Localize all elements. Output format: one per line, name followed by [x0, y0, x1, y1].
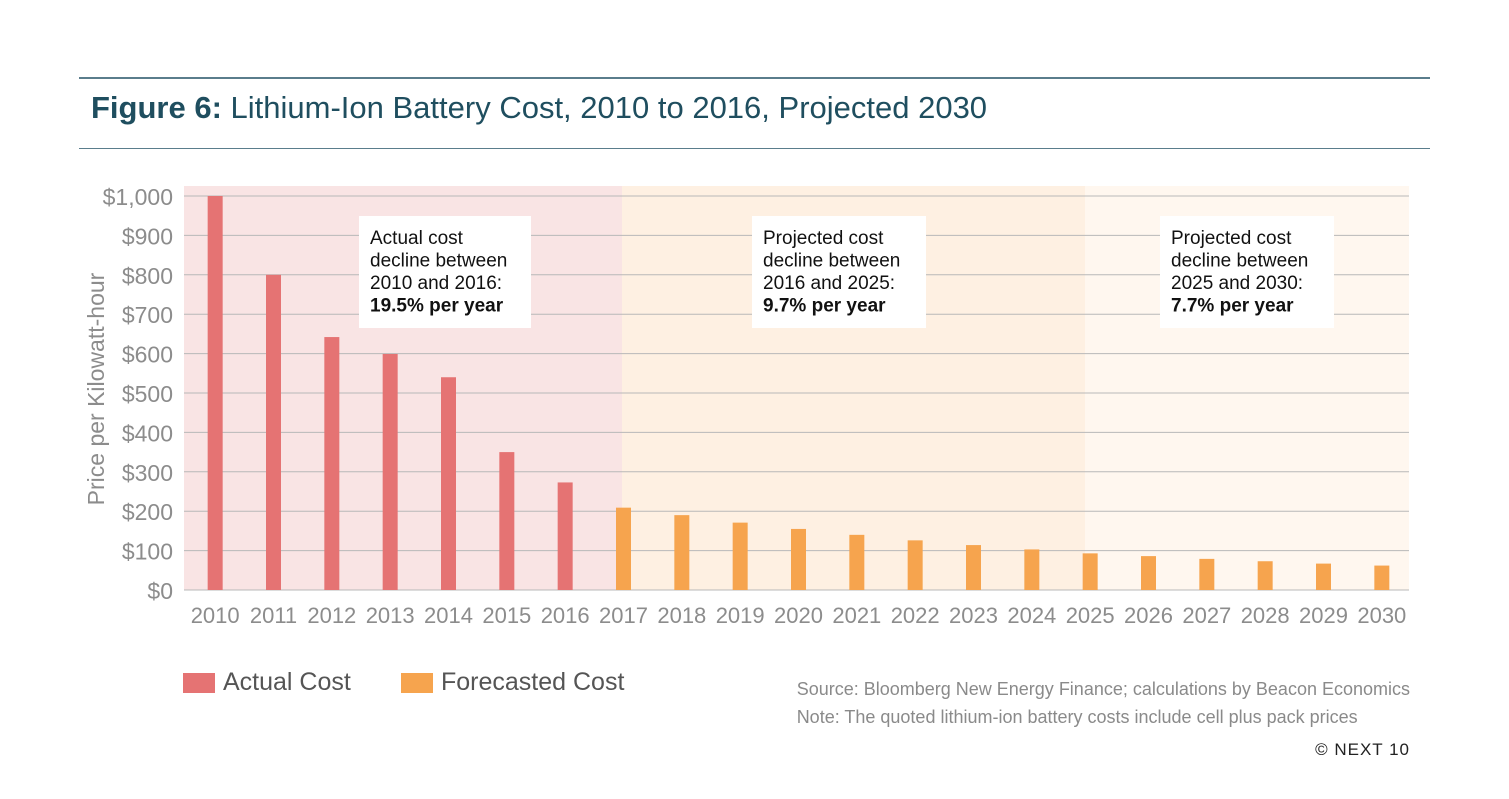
bar-actual [266, 274, 281, 590]
annotation-text: decline between [1171, 251, 1308, 272]
y-tick-label: $1,000 [103, 184, 173, 210]
bar-forecast [1024, 549, 1040, 590]
y-tick-label: $900 [122, 223, 173, 249]
y-tick-label: $700 [122, 302, 173, 328]
annotation-text: 2010 and 2016: [370, 273, 502, 294]
bar-actual [557, 482, 573, 590]
title-rule-bottom [79, 148, 1430, 149]
y-tick-label: $200 [122, 499, 173, 525]
legend-forecast: Forecasted Cost [401, 668, 624, 697]
figure-title: Figure 6: Lithium-Ion Battery Cost, 2010… [91, 90, 987, 126]
bar-forecast [616, 507, 631, 590]
x-tick-label: 2018 [657, 603, 706, 628]
bar-forecast [1141, 556, 1156, 590]
bar-forecast [1082, 553, 1098, 590]
annotation-text: 2016 and 2025: [763, 273, 895, 294]
y-tick-label: $300 [122, 460, 173, 486]
x-tick-label: 2026 [1124, 603, 1173, 628]
x-tick-label: 2019 [716, 603, 765, 628]
bar-forecast [1374, 565, 1390, 590]
bar-actual [499, 452, 515, 590]
bar-forecast [849, 534, 865, 590]
x-tick-label: 2029 [1299, 603, 1348, 628]
y-tick-label: $100 [122, 539, 173, 565]
annotation-rate: 19.5% per year [370, 296, 504, 317]
x-tick-label: 2027 [1182, 603, 1231, 628]
x-tick-label: 2020 [774, 603, 823, 628]
annotation-text: Actual cost [370, 228, 464, 249]
legend-actual: Actual Cost [183, 668, 351, 697]
legend-actual-label: Actual Cost [223, 668, 351, 696]
annotation-rate: 9.7% per year [763, 296, 886, 317]
bar-forecast [1316, 563, 1331, 590]
title-rule-top [79, 77, 1430, 79]
annotation-text: Projected cost [763, 228, 884, 249]
y-tick-label: $600 [122, 342, 173, 368]
x-tick-label: 2025 [1066, 603, 1115, 628]
annotation-text: decline between [370, 251, 507, 272]
x-tick-label: 2015 [482, 603, 531, 628]
source-note: Source: Bloomberg New Energy Finance; ca… [797, 675, 1410, 731]
bar-actual [207, 196, 223, 590]
x-tick-label: 2010 [191, 603, 240, 628]
figure-label: Figure 6: [91, 90, 222, 125]
bar-forecast [966, 545, 981, 590]
annotation-box [359, 216, 531, 328]
source-text: Source: Bloomberg New Energy Finance; ca… [796, 679, 1410, 699]
y-tick-label: $800 [122, 263, 173, 289]
bar-actual [441, 377, 456, 590]
bar-actual [324, 337, 340, 590]
legend-forecast-label: Forecasted Cost [441, 668, 625, 696]
x-tick-label: 2030 [1357, 603, 1406, 628]
x-tick-label: 2023 [949, 603, 998, 628]
y-axis-label: Price per Kilowatt-hour [83, 272, 109, 505]
annotation-text: decline between [763, 251, 900, 272]
battery-cost-chart: $0 $100 $200 $300 $400 $500 $600 $700 $800 $900 $1… [83, 184, 1409, 628]
bar-forecast [732, 522, 748, 590]
x-tick-label: 2024 [1007, 603, 1056, 628]
x-tick-label: 2017 [599, 603, 648, 628]
x-tick-label: 2013 [366, 603, 415, 628]
annotation-rate: 7.7% per year [1171, 296, 1294, 317]
bar-forecast [674, 515, 690, 590]
x-tick-label: 2011 [250, 603, 297, 628]
note-text: Note: The quoted lithium-ion battery cos… [796, 707, 1358, 727]
x-tick-label: 2021 [832, 603, 881, 628]
bar-actual [382, 353, 398, 590]
x-tick-label: 2012 [307, 603, 356, 628]
bar-forecast [1199, 558, 1215, 590]
y-tick-label: $400 [122, 420, 173, 446]
annotation-text: 2025 and 2030: [1171, 273, 1303, 294]
annotation-text: Projected cost [1171, 228, 1292, 249]
x-tick-label: 2022 [891, 603, 940, 628]
bar-forecast [791, 528, 806, 590]
x-tick-label: 2028 [1241, 603, 1290, 628]
bar-forecast [1257, 561, 1273, 590]
annotation-box [752, 216, 926, 328]
y-tick-label: $500 [122, 381, 173, 407]
legend-forecast-swatch [401, 672, 433, 693]
figure-title-text: Lithium-Ion Battery Cost, 2010 to 2016, … [230, 90, 988, 125]
annotation-box [1160, 216, 1334, 328]
x-tick-label: 2016 [541, 603, 590, 628]
bar-forecast [907, 540, 923, 590]
y-tick-label: $0 [147, 578, 173, 604]
copyright: © NEXT 10 [1315, 740, 1410, 759]
legend-actual-swatch [183, 672, 215, 693]
x-tick-label: 2014 [424, 603, 473, 628]
